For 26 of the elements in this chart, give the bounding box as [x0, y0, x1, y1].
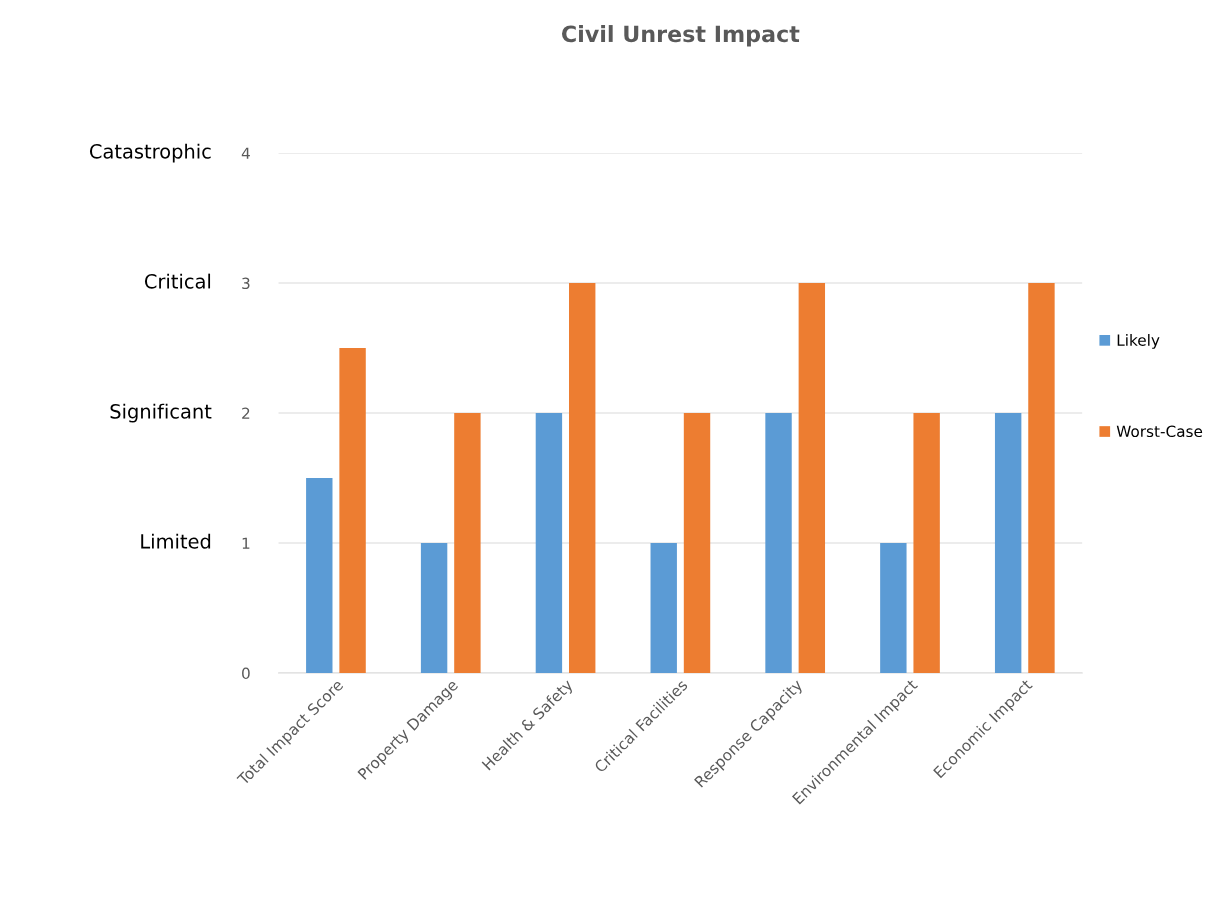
- bar: [913, 413, 940, 674]
- bar: [569, 283, 596, 674]
- y-tick-label: 4: [241, 147, 250, 159]
- bar: [683, 413, 711, 674]
- legend-label: Likely: [1117, 334, 1160, 349]
- bar: [650, 543, 677, 674]
- text: Significant: [110, 403, 212, 423]
- y-tick-label: 3: [242, 277, 250, 290]
- bar: [765, 413, 792, 674]
- bar: [454, 413, 481, 674]
- bar: [880, 543, 907, 674]
- bar: [994, 413, 1022, 674]
- bar: [798, 283, 826, 674]
- y-tick-label: 1: [242, 537, 250, 549]
- bar: [339, 348, 366, 674]
- text: Catastrophic: [89, 143, 211, 163]
- y-tick-label: 0: [242, 667, 250, 680]
- text: Limited: [141, 533, 211, 549]
- bar: [535, 413, 563, 674]
- text: Critical: [144, 273, 211, 289]
- legend-label: Worst-Case: [1116, 425, 1203, 438]
- bar: [420, 543, 448, 674]
- chart-title: Civil Unrest Impact: [561, 25, 800, 47]
- bar: [306, 478, 333, 674]
- y-tick-label: 2: [242, 407, 250, 419]
- bar: [1028, 283, 1055, 674]
